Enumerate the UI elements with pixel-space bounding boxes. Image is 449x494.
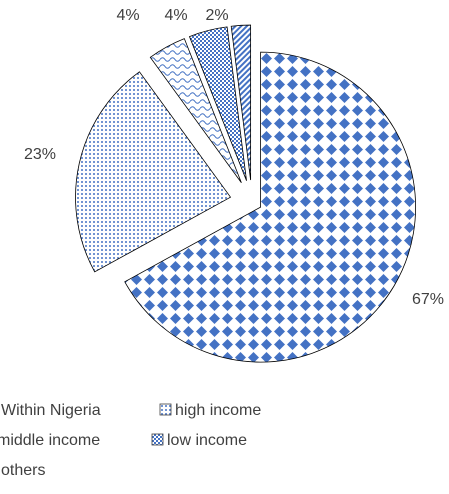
pie-slice <box>230 24 252 181</box>
data-label: 67% <box>412 291 444 308</box>
legend-swatch <box>151 433 164 446</box>
pie-slice <box>188 26 247 181</box>
legend-label: middle income <box>0 432 100 449</box>
data-label: 2% <box>205 7 228 24</box>
legend-label: others <box>1 462 45 479</box>
pie-slice <box>124 51 416 363</box>
legend-swatch <box>159 403 172 416</box>
data-label: 4% <box>164 7 187 24</box>
pie-slice <box>149 38 242 183</box>
legend-label: Within Nigeria <box>1 402 101 419</box>
pie-slice <box>75 71 232 273</box>
legend-label: high income <box>175 402 261 419</box>
legend-label: low income <box>167 432 247 449</box>
data-label: 23% <box>24 146 56 163</box>
data-label: 4% <box>116 7 139 24</box>
